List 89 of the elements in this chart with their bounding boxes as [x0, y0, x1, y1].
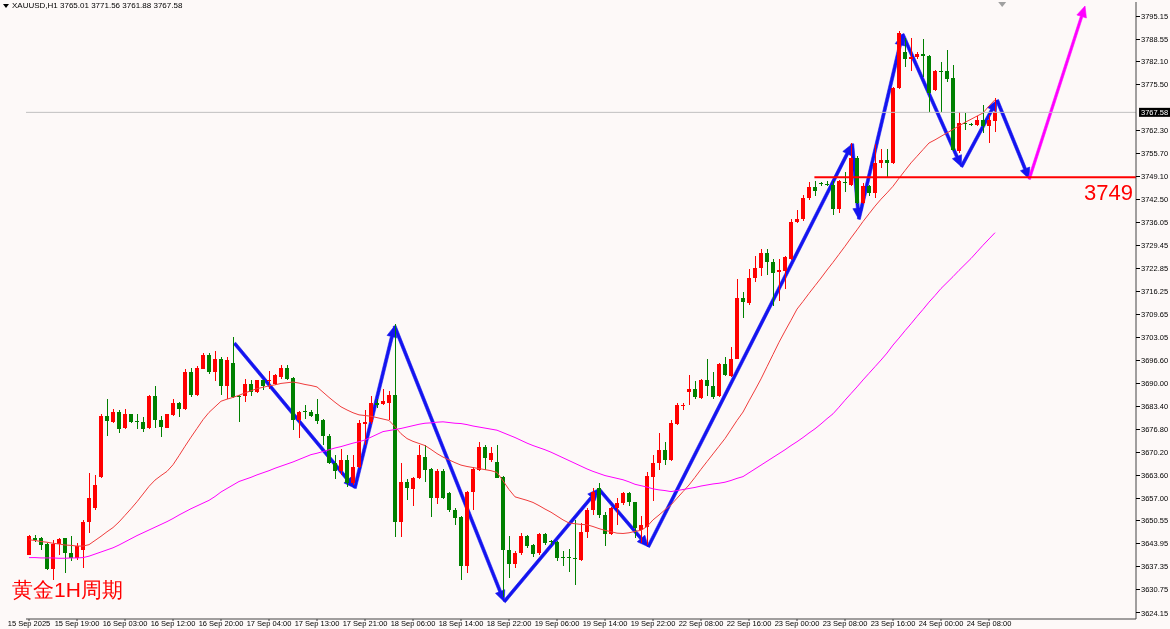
candlestick [369, 395, 373, 425]
candlestick [453, 507, 457, 526]
candlestick [615, 497, 619, 526]
candlestick [141, 416, 145, 433]
candlestick [753, 255, 757, 283]
candlestick [471, 466, 475, 511]
candlestick [771, 258, 775, 307]
candlestick [363, 409, 367, 446]
candlestick [489, 446, 493, 463]
candlestick [879, 148, 883, 169]
candlestick [903, 37, 907, 68]
candlestick [915, 51, 919, 60]
candlestick [783, 255, 787, 290]
chart-title: XAUUSD,H1 3765.01 3771.56 3761.88 3767.58 [12, 1, 183, 11]
candlestick [207, 352, 211, 375]
candlestick [825, 180, 829, 187]
candlestick [339, 448, 343, 476]
candlestick [375, 398, 379, 409]
candlestick [303, 404, 307, 420]
candlestick [117, 409, 121, 434]
annotation: 黄金1H周期 [12, 578, 123, 602]
candlestick [447, 491, 451, 513]
candlestick [159, 415, 163, 438]
candlestick [267, 370, 271, 390]
candlestick [657, 432, 661, 471]
candlestick [477, 441, 481, 472]
candlestick [555, 540, 559, 562]
ref-line-label: 3749 [1084, 180, 1133, 206]
candlestick [651, 454, 655, 502]
candlestick [537, 532, 541, 556]
candlestick [507, 535, 511, 579]
candlestick [711, 371, 715, 400]
candlestick [663, 441, 667, 466]
candlestick [639, 515, 643, 544]
candlestick [417, 444, 421, 480]
candlestick [567, 548, 571, 573]
candlestick [423, 444, 427, 483]
candlestick [351, 454, 355, 486]
candlestick [321, 418, 325, 446]
candlestick [981, 104, 985, 134]
candlestick [135, 413, 139, 430]
candlestick [87, 472, 91, 534]
candlestick [885, 148, 889, 179]
candlestick [381, 388, 385, 406]
candlestick [573, 519, 577, 586]
candlestick [723, 356, 727, 377]
candlestick [795, 209, 799, 224]
candlestick [861, 182, 865, 205]
candlestick [213, 350, 217, 382]
candlestick [987, 114, 991, 144]
candlestick [333, 454, 337, 480]
candlestick [585, 507, 589, 539]
candlestick [483, 444, 487, 471]
candlestick [63, 537, 67, 574]
candlestick [591, 487, 595, 516]
candlestick [519, 532, 523, 556]
candlestick [405, 478, 409, 501]
candlestick [729, 346, 733, 378]
candlestick [693, 380, 697, 400]
candlestick [315, 398, 319, 425]
candlestick [603, 511, 607, 547]
candlestick [813, 180, 817, 197]
candlestick [177, 401, 181, 418]
candlestick [819, 181, 823, 187]
candlestick [189, 367, 193, 398]
candlestick [123, 408, 127, 430]
candlestick [801, 194, 805, 222]
candlestick [765, 248, 769, 276]
candlestick [561, 550, 565, 567]
candlestick [297, 410, 301, 439]
candlestick [921, 38, 925, 78]
candlestick [705, 358, 709, 397]
candlestick [675, 402, 679, 426]
candlestick [549, 539, 553, 546]
candlestick [411, 476, 415, 507]
candlestick [345, 454, 349, 488]
candlestick [843, 171, 847, 193]
candlestick [939, 61, 943, 113]
candlestick [699, 378, 703, 400]
candlestick [969, 122, 973, 127]
line-series [28, 232, 996, 559]
candlestick [387, 390, 391, 421]
candlestick [105, 398, 109, 437]
candlestick [933, 69, 937, 92]
candlestick [759, 248, 763, 277]
candlestick [681, 402, 685, 411]
candlestick [27, 534, 31, 556]
candlestick [93, 474, 97, 511]
candlestick [945, 49, 949, 83]
